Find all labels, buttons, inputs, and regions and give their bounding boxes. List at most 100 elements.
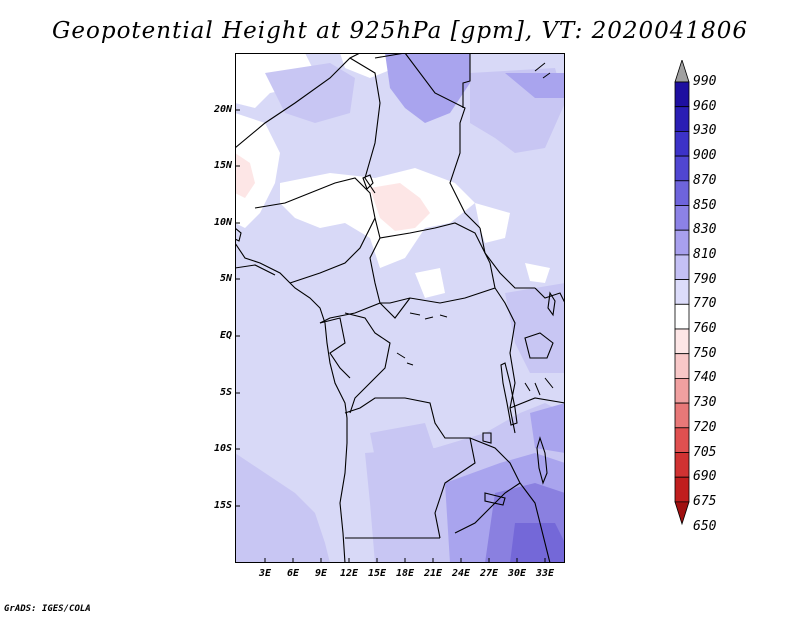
colorbar-label: 850 (693, 197, 717, 213)
colorbar (674, 60, 690, 526)
border-zambia (454, 437, 521, 534)
colorbar-label: 900 (693, 148, 717, 164)
lon-label-21e: 21E (423, 568, 443, 579)
map-panel (235, 53, 565, 563)
colorbar-arrow-top (674, 60, 690, 83)
purple-field-angola (370, 423, 435, 463)
colorbar-segment (674, 106, 690, 132)
lake-malawi (536, 436, 548, 485)
colorbar-label: 730 (693, 395, 717, 411)
colorbar-segment (674, 229, 690, 256)
lat-label-15n: 15N (213, 160, 232, 171)
lon-label-12e: 12E (339, 568, 359, 579)
lake-tanganyika (500, 362, 518, 426)
lon-label-30e: 30E (507, 568, 527, 579)
river-segment-1 (409, 312, 448, 320)
border-cameroon (319, 217, 381, 324)
border-tanzania (509, 397, 565, 409)
colorbar-segment (674, 254, 690, 280)
lon-label-24e: 24E (451, 568, 471, 579)
border-angola (344, 397, 476, 539)
border-nigeria (254, 177, 376, 284)
colorbar-segment (674, 476, 690, 503)
white-field-w (235, 113, 280, 228)
lat-label-5s: 5S (219, 387, 232, 398)
lon-label-9e: 9E (314, 568, 328, 579)
lon-label-33e: 33E (535, 568, 555, 579)
chart-title: Geopotential Height at 925hPa [gpm], VT:… (52, 18, 748, 44)
colorbar-label: 790 (693, 271, 717, 287)
colorbar-label: 870 (693, 172, 717, 188)
border-east-coast (534, 287, 565, 304)
colorbar-segment (674, 328, 690, 355)
colorbar-label: 930 (693, 123, 717, 139)
river-segment-2 (396, 352, 414, 366)
lat-label-10n: 10N (213, 217, 232, 228)
purple-field-south-west (235, 453, 330, 563)
colorbar-label: 760 (693, 321, 717, 336)
border-sudan-south (479, 227, 535, 289)
white-field-sahel (280, 168, 475, 268)
border-congo (344, 312, 391, 414)
colorbar-segment (674, 402, 690, 429)
lat-ticks (235, 109, 240, 507)
white-field-coast (415, 268, 445, 298)
white-field-east (475, 203, 510, 243)
river-segment-4 (534, 62, 551, 79)
colorbar-label: 720 (693, 419, 717, 435)
lon-label-3e: 3E (258, 568, 272, 579)
lat-label-15s: 15S (213, 500, 232, 511)
lon-label-6e: 6E (286, 568, 300, 579)
colorbar-label: 675 (693, 493, 717, 509)
lat-label-20n: 20N (213, 104, 232, 115)
colorbar-segment (674, 427, 690, 453)
white-field-top (340, 53, 400, 78)
pink-field-west (235, 153, 255, 198)
colorbar-segment (674, 303, 690, 330)
colorbar-segment (674, 81, 690, 108)
coastline-gulf (235, 258, 276, 276)
lake-volta (235, 227, 242, 242)
lat-label-5n: 5N (219, 273, 232, 284)
rivers (396, 62, 554, 396)
colorbar-arrow-bottom (674, 501, 690, 526)
lakes (235, 174, 556, 506)
border-mozambique (519, 482, 551, 563)
lake-mweru (482, 432, 492, 444)
map-frame (235, 53, 565, 563)
border-drc-north (379, 297, 411, 319)
colorbar-segment (674, 155, 690, 182)
purple-field-south-darkest (510, 523, 565, 563)
colorbar-label: 705 (693, 444, 717, 460)
colorbar-label: 770 (693, 296, 717, 312)
lake-chad (362, 174, 374, 190)
colorbar-label: 650 (693, 518, 717, 534)
lon-ticks (264, 558, 546, 563)
purple-field-ne-dark (505, 73, 565, 98)
colorbar-segment (674, 377, 690, 404)
colorbar-segment (674, 279, 690, 305)
lat-label-10s: 10S (213, 443, 232, 454)
colorbar-segment (674, 131, 690, 157)
border-gabon (319, 317, 351, 379)
colorbar-segment (674, 452, 690, 478)
lon-label-27e: 27E (479, 568, 499, 579)
credit-text: GrADS: IGES/COLA (4, 604, 91, 614)
purple-field-north (385, 53, 470, 123)
colorbar-label: 690 (693, 469, 717, 485)
colorbar-label: 810 (693, 246, 717, 262)
colorbar-label: 830 (693, 222, 717, 238)
country-borders (235, 53, 565, 563)
lake-turkana (547, 291, 556, 317)
colorbar-segments (674, 60, 690, 526)
coastline-west (235, 242, 348, 563)
coastlines (235, 242, 348, 563)
river-segment-3 (524, 377, 554, 396)
lat-label-eq: EQ (219, 330, 232, 341)
colorbar-segment (674, 180, 690, 206)
lon-label-15e: 15E (367, 568, 387, 579)
lake-victoria (524, 332, 554, 359)
colorbar-segment (674, 205, 690, 231)
border-libya-egypt (462, 53, 471, 108)
border-mali-niger (235, 53, 361, 149)
